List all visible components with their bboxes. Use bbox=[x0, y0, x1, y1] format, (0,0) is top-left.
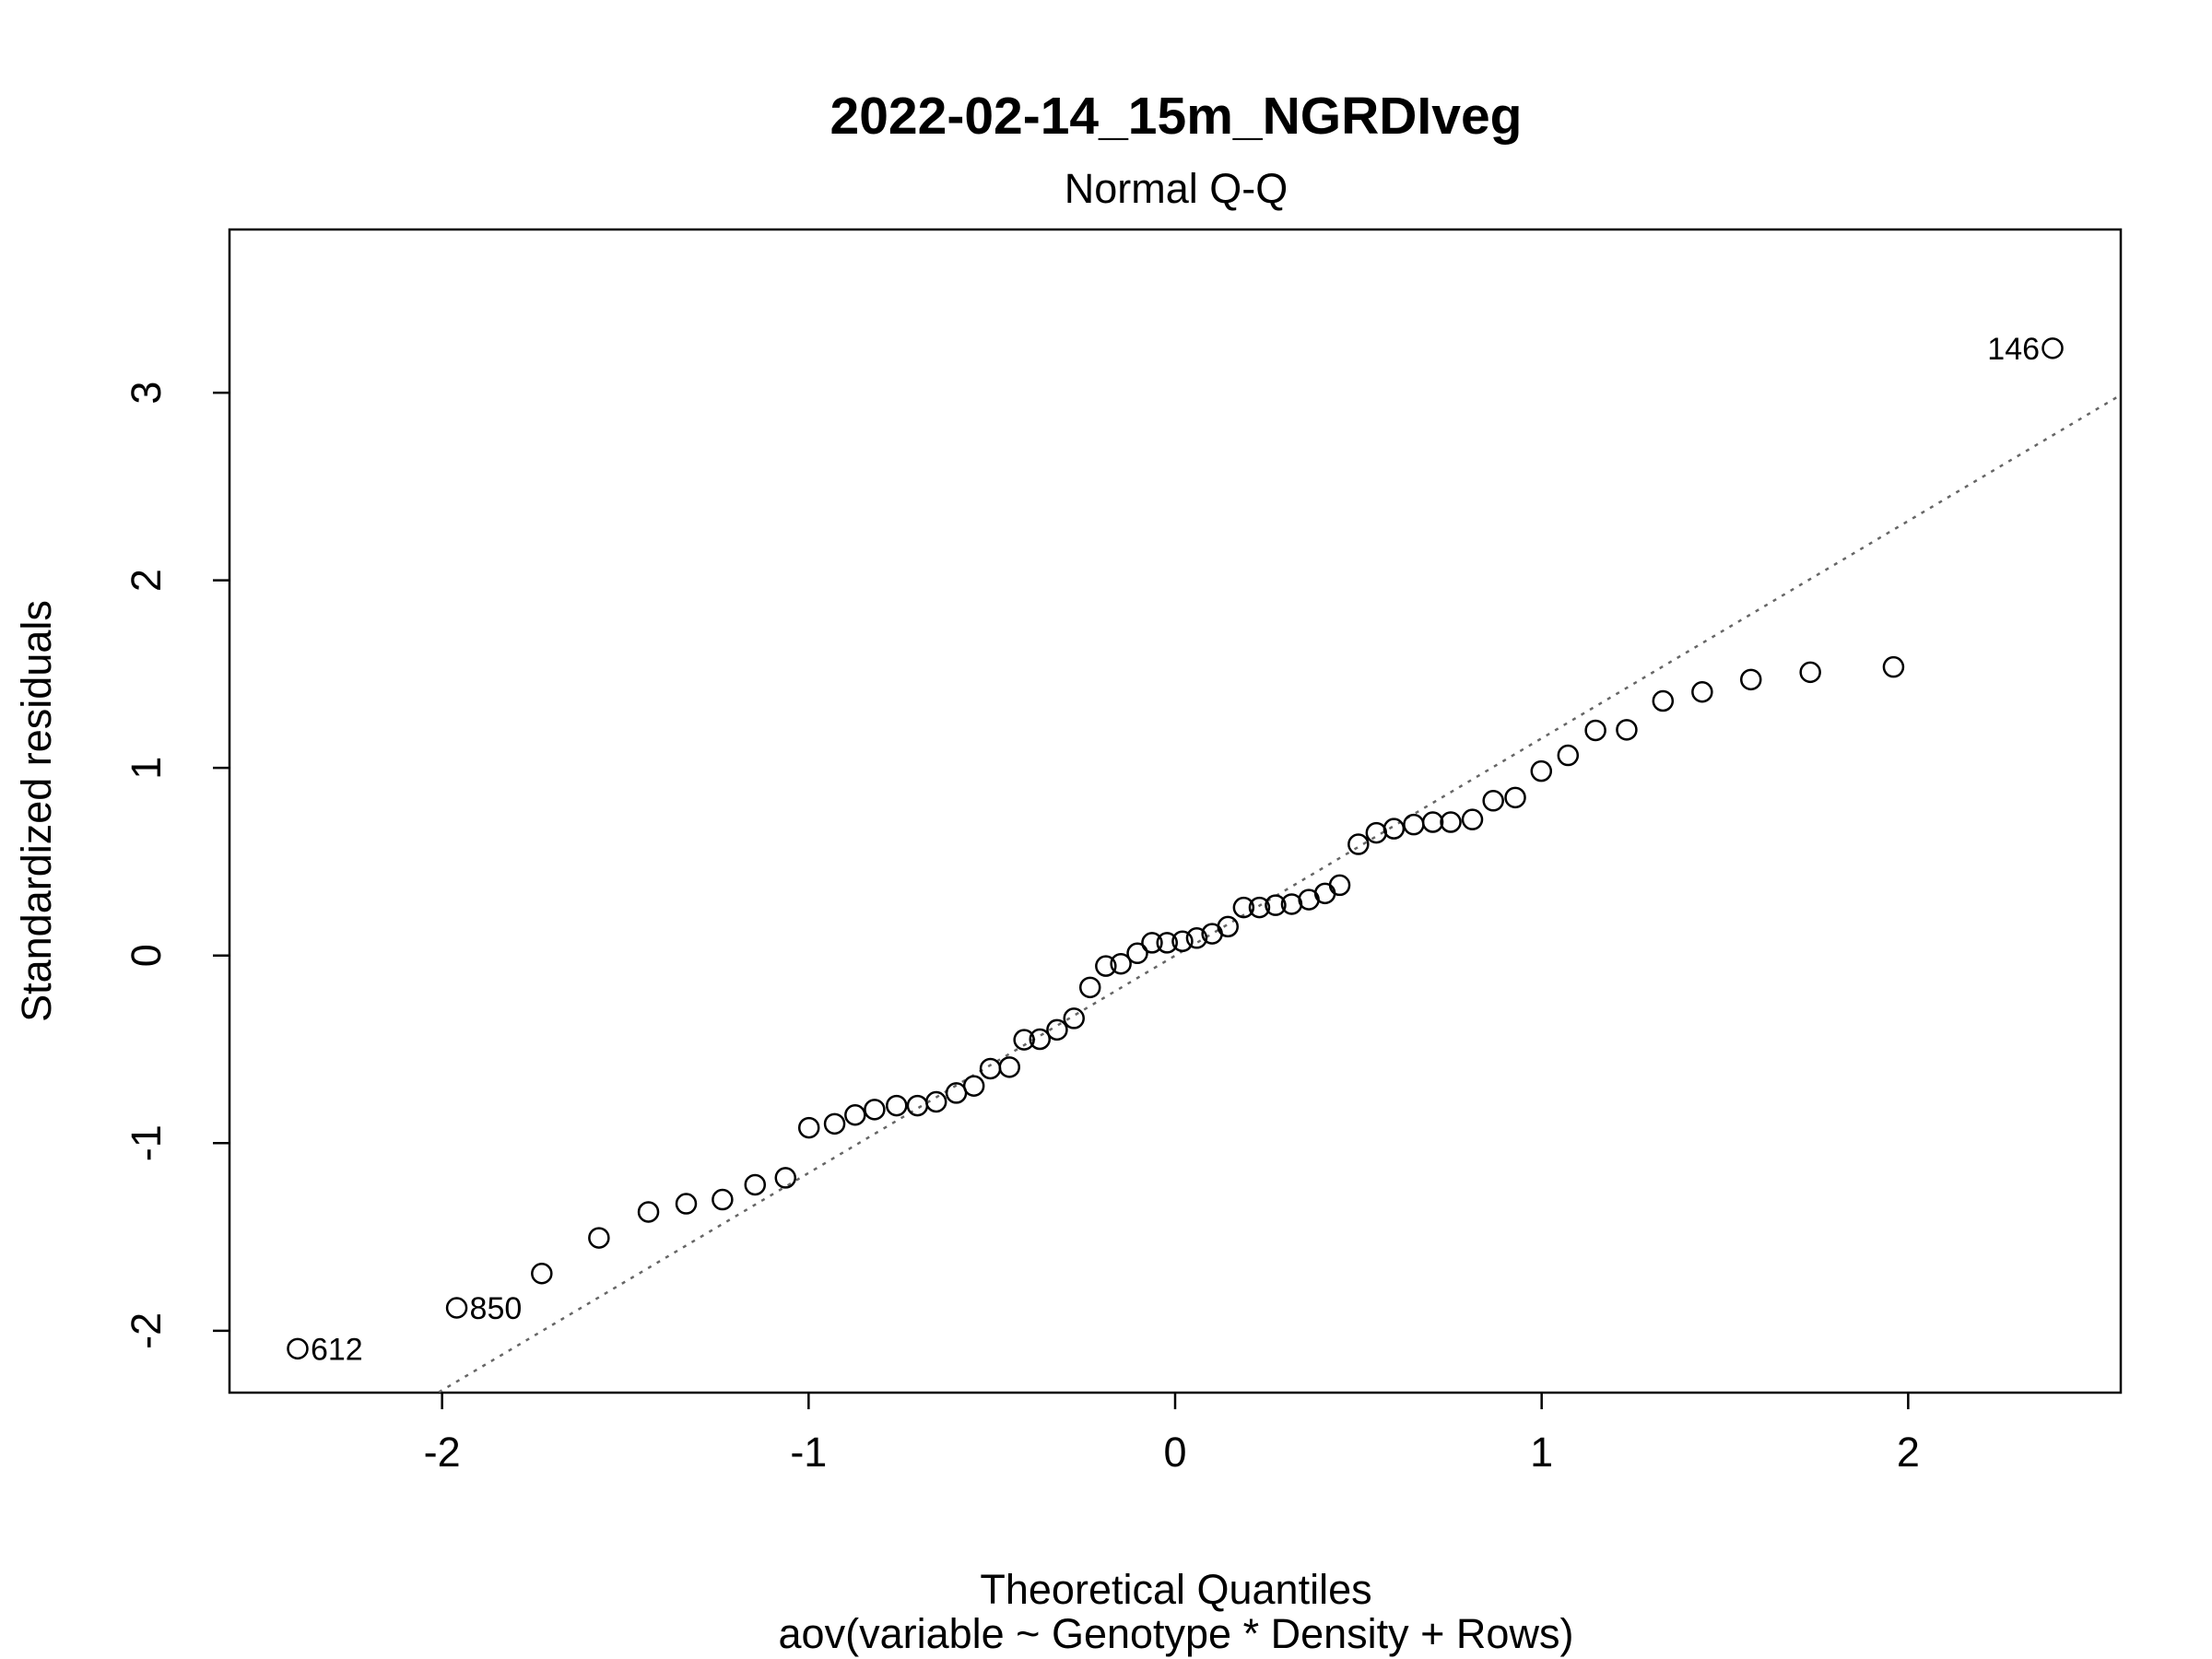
data-point bbox=[1171, 930, 1194, 953]
data-point bbox=[1110, 952, 1132, 975]
y-tick-label: 1 bbox=[123, 757, 170, 780]
y-axis-label: Standardized residuals bbox=[13, 600, 60, 1022]
data-point bbox=[712, 1188, 734, 1211]
point-label: 850 bbox=[470, 1291, 523, 1326]
data-point bbox=[1691, 680, 1713, 703]
data-point bbox=[1584, 719, 1606, 742]
data-point bbox=[924, 1090, 947, 1113]
data-point bbox=[1799, 661, 1821, 684]
data-point bbox=[797, 1116, 820, 1139]
data-point bbox=[1046, 1018, 1068, 1041]
data-point bbox=[287, 1337, 309, 1360]
data-point bbox=[1739, 668, 1762, 691]
x-axis: -2 -1 0 1 2 bbox=[424, 1393, 1920, 1476]
plot-frame bbox=[228, 228, 2123, 1394]
data-point bbox=[1421, 811, 1444, 833]
data-point bbox=[1461, 808, 1484, 830]
data-point bbox=[998, 1056, 1021, 1078]
data-point bbox=[588, 1227, 610, 1249]
data-point bbox=[1313, 882, 1336, 905]
x-axis-label: Theoretical Quantiles bbox=[980, 1566, 1371, 1613]
data-point bbox=[979, 1057, 1002, 1080]
data-point bbox=[1616, 719, 1638, 741]
data-point bbox=[906, 1094, 929, 1117]
point-label: 612 bbox=[311, 1332, 363, 1367]
data-point bbox=[1078, 976, 1101, 999]
data-point bbox=[1482, 790, 1504, 812]
x-tick-label: -1 bbox=[790, 1429, 827, 1476]
data-point bbox=[1063, 1007, 1085, 1030]
chart-title: 2022-02-14_15m_NGRDIveg bbox=[830, 87, 1523, 146]
data-point bbox=[1232, 896, 1255, 919]
data-point bbox=[1347, 833, 1370, 855]
data-point bbox=[675, 1193, 698, 1215]
plot-area: 612 850 146 bbox=[287, 332, 2121, 1393]
data-point bbox=[1126, 942, 1148, 965]
data-point bbox=[1440, 811, 1462, 833]
data-point bbox=[1557, 744, 1580, 767]
y-tick-label: -2 bbox=[123, 1312, 170, 1349]
y-tick-label: 0 bbox=[123, 944, 170, 967]
data-point bbox=[1328, 874, 1351, 897]
x-axis-sublabel: aov(variable ~ Genotype * Density + Rows… bbox=[779, 1610, 1574, 1657]
data-point bbox=[774, 1167, 797, 1189]
data-point bbox=[744, 1173, 767, 1196]
data-point bbox=[2041, 337, 2064, 359]
y-tick-label: 3 bbox=[123, 382, 170, 405]
data-point bbox=[1185, 927, 1208, 949]
data-point bbox=[823, 1112, 846, 1135]
y-axis: -2 -1 0 1 2 3 bbox=[123, 382, 229, 1349]
data-point bbox=[531, 1262, 553, 1285]
data-point bbox=[1013, 1029, 1035, 1051]
chart-subtitle: Normal Q-Q bbox=[1065, 165, 1288, 212]
x-tick-label: -2 bbox=[424, 1429, 461, 1476]
data-point bbox=[1652, 689, 1675, 712]
data-point bbox=[864, 1099, 886, 1121]
data-point bbox=[1882, 655, 1905, 678]
y-tick-label: 2 bbox=[123, 569, 170, 592]
point-label: 146 bbox=[1987, 332, 2040, 367]
data-point bbox=[886, 1094, 908, 1117]
data-point bbox=[1141, 932, 1163, 954]
data-point bbox=[637, 1201, 660, 1223]
x-tick-label: 1 bbox=[1530, 1429, 1553, 1476]
data-point bbox=[844, 1103, 866, 1126]
data-point bbox=[1029, 1028, 1052, 1051]
data-point bbox=[1265, 894, 1287, 916]
x-tick-label: 2 bbox=[1897, 1429, 1920, 1476]
y-tick-label: -1 bbox=[123, 1124, 170, 1161]
data-point bbox=[1504, 786, 1526, 809]
data-point bbox=[1248, 896, 1271, 919]
data-point bbox=[1095, 955, 1117, 977]
data-point bbox=[1156, 932, 1179, 954]
data-point bbox=[1403, 813, 1425, 836]
x-tick-label: 0 bbox=[1163, 1429, 1186, 1476]
data-point bbox=[1382, 818, 1406, 840]
qq-reference-line bbox=[435, 394, 2121, 1393]
data-point bbox=[1217, 915, 1240, 938]
data-point bbox=[445, 1297, 468, 1319]
data-point bbox=[1530, 759, 1553, 782]
data-point bbox=[962, 1075, 985, 1097]
